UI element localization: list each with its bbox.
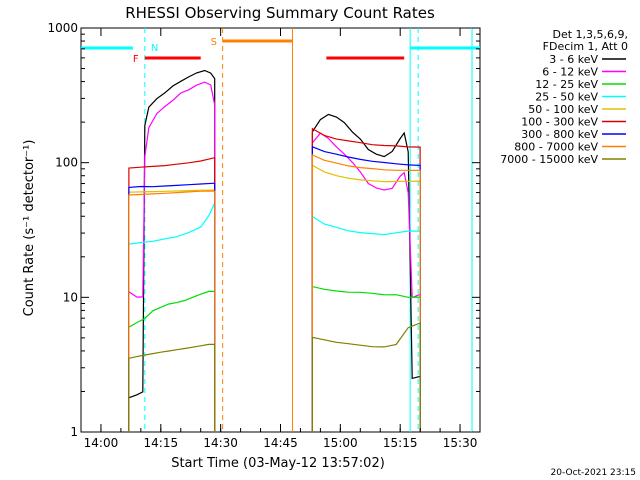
- legend-header-0: Det 1,3,5,6,9,: [552, 28, 628, 41]
- series-4-seg1: [128, 189, 216, 432]
- legend-label-5: 100 - 300 keV: [521, 116, 598, 129]
- series-5-seg2: [311, 127, 421, 432]
- annotation-label-n: N: [151, 43, 158, 54]
- annotation-label-s: S: [211, 37, 217, 48]
- series-2-seg1: [128, 290, 216, 432]
- x-tick-label-1: 14:15: [144, 436, 179, 450]
- x-tick-label-0: 14:00: [84, 436, 119, 450]
- x-tick-label-2: 14:30: [203, 436, 238, 450]
- x-axis: 14:00 14:15 14:30 14:45 15:00 15:15 15:30: [80, 28, 481, 450]
- y-tick-label-0: 1: [70, 425, 78, 439]
- y-tick-label-2: 100: [55, 156, 78, 170]
- legend-header-1: FDecim 1, Att 0: [543, 40, 628, 53]
- x-axis-label: Start Time (03-May-12 13:57:02): [171, 456, 385, 471]
- series-6-seg1: [128, 182, 216, 432]
- series-8-seg2: [311, 322, 421, 432]
- series-5-seg1: [128, 156, 216, 432]
- footer-timestamp: 20-Oct-2021 23:15: [551, 468, 636, 478]
- series-7-seg1: [128, 190, 216, 432]
- series-3-seg2: [311, 215, 421, 432]
- series-0-seg1: [128, 69, 216, 432]
- series-8-seg1: [128, 343, 216, 432]
- series-lines: [128, 69, 421, 432]
- legend-label-4: 50 - 100 keV: [528, 103, 598, 116]
- y-axis: 1 10 100 1000: [47, 21, 480, 439]
- series-6-seg2: [311, 145, 421, 432]
- series-2-seg2: [311, 285, 421, 432]
- annotation-label-f: F: [133, 54, 139, 65]
- legend-label-8: 7000 - 15000 keV: [500, 153, 598, 166]
- legend-label-2: 12 - 25 keV: [535, 78, 598, 91]
- series-0-seg2: [311, 113, 421, 432]
- x-tick-label-5: 15:15: [383, 436, 418, 450]
- annotations: N F S: [81, 28, 480, 432]
- legend-label-7: 800 - 7000 keV: [514, 141, 598, 154]
- series-1-seg1: [128, 81, 216, 432]
- legend-label-1: 6 - 12 keV: [542, 66, 598, 79]
- legend-label-0: 3 - 6 keV: [549, 53, 598, 66]
- legend-label-3: 25 - 50 keV: [535, 91, 598, 104]
- series-3-seg1: [128, 202, 216, 432]
- x-tick-label-4: 15:00: [323, 436, 358, 450]
- series-4-seg2: [311, 164, 421, 432]
- series-7-seg2: [311, 154, 421, 432]
- chart-title: RHESSI Observing Summary Count Rates: [125, 4, 435, 22]
- legend-label-6: 300 - 800 keV: [521, 128, 598, 141]
- x-tick-label-3: 14:45: [263, 436, 298, 450]
- series-1-seg2: [311, 132, 421, 432]
- y-tick-label-1: 10: [63, 290, 78, 304]
- y-tick-label-3: 1000: [47, 21, 78, 35]
- legend: Det 1,3,5,6,9,FDecim 1, Att 03 - 6 keV6 …: [500, 28, 628, 166]
- y-axis-label: Count Rate (s⁻¹ detector⁻¹): [22, 140, 37, 317]
- x-tick-label-6: 15:30: [443, 436, 478, 450]
